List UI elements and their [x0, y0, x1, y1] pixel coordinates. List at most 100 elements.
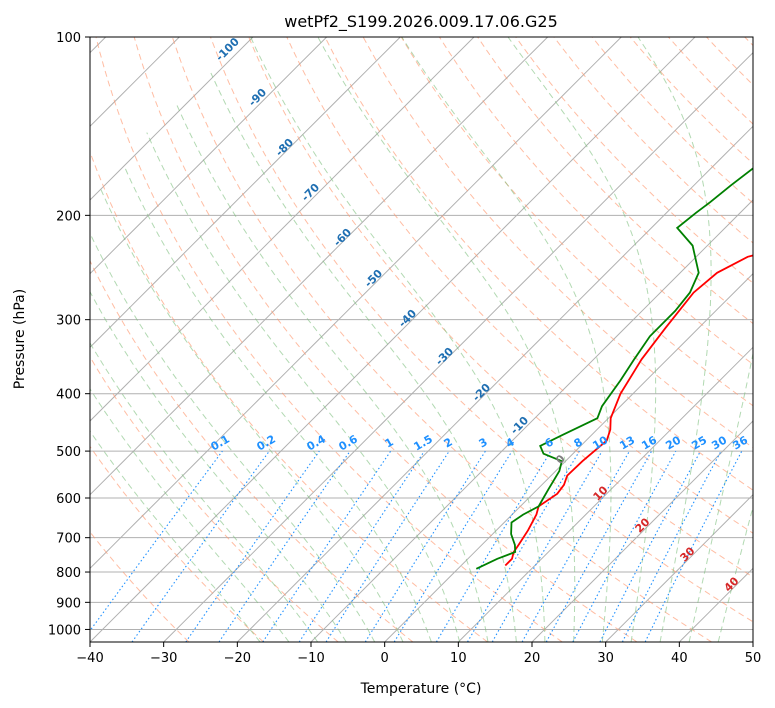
mixing-ratio-line	[393, 450, 513, 642]
isotherm-line	[310, 199, 753, 642]
mixing-ratio-line	[644, 450, 743, 642]
dry-adiabat-line	[706, 37, 753, 86]
dry-adiabat-line	[629, 37, 753, 165]
mixing-ratio-line	[131, 450, 270, 642]
x-tick-label: 0	[381, 651, 389, 666]
isotherm-line	[384, 272, 753, 642]
mixing-ratio-line	[218, 450, 351, 642]
dry-adiabat-line	[90, 445, 264, 642]
mixing-ratio-label: 3	[477, 435, 490, 450]
moist-adiabat-line	[99, 187, 404, 642]
y-tick-label: 500	[56, 445, 81, 460]
dry-adiabat-line	[591, 37, 753, 204]
moist-adiabat-line	[401, 37, 612, 642]
mixing-ratio-label: 8	[572, 435, 585, 450]
mixing-ratio-label: 13	[617, 434, 637, 453]
dry-adiabat-line	[90, 150, 488, 642]
isotherm-line	[90, 37, 328, 275]
x-axis-title: Temperature (°C)	[360, 681, 482, 697]
adiabat-label: -80	[273, 136, 296, 159]
mixing-ratio-label: 1.5	[412, 432, 435, 453]
moist-adiabat-line	[90, 387, 290, 642]
y-tick-label: 900	[56, 596, 81, 611]
mixing-ratio-label: 0.6	[337, 432, 361, 453]
dry-adiabat-line	[90, 531, 190, 642]
dry-adiabat-line	[515, 37, 753, 284]
y-axis-title: Pressure (hPa)	[12, 289, 28, 389]
dewpoint-profile-line	[475, 167, 753, 570]
y-tick-label: 300	[56, 314, 81, 329]
mixing-ratio-label: 16	[639, 433, 659, 452]
dry-adiabat-line	[744, 37, 753, 47]
x-tick-label: 50	[745, 651, 762, 666]
x-tick-label: 20	[524, 651, 541, 666]
mixing-ratio-line	[545, 450, 653, 642]
dry-adiabat-line	[362, 37, 753, 449]
mixing-ratio-label: 0.4	[305, 432, 329, 453]
dry-adiabat-line	[133, 37, 638, 642]
mixing-ratio-label: 1	[383, 435, 396, 450]
moist-adiabat-line	[176, 104, 489, 642]
mixing-ratio-line	[572, 450, 677, 642]
y-tick-label: 200	[56, 209, 81, 224]
moist-adiabat-line	[250, 37, 546, 642]
mixing-ratio-line	[262, 450, 392, 642]
chart-title: wetPf2_S199.2026.009.17.06.G25	[284, 12, 558, 32]
y-tick-label: 600	[56, 492, 81, 507]
moist-adiabat-line	[688, 351, 753, 642]
isotherm-line	[605, 493, 753, 642]
plot-frame	[89, 36, 754, 643]
mixing-ratio-line	[521, 450, 630, 642]
mixing-ratio-line	[364, 450, 486, 642]
mixing-ratio-line	[435, 450, 552, 642]
dry-adiabat-line	[477, 37, 753, 325]
adiabat-label: -10	[508, 414, 531, 437]
x-tick-label: 30	[597, 651, 614, 666]
adiabat-label: 40	[722, 574, 742, 594]
axes: −40 −30 −20 −10 0 10 20 30 40 5010020030040050060…	[48, 31, 761, 666]
y-tick-label: 1000	[48, 623, 81, 638]
isotherm-line	[90, 37, 622, 570]
isotherm-line	[90, 37, 696, 642]
adiabat-label: -60	[331, 226, 354, 249]
moist-adiabat-line	[90, 430, 261, 642]
moist-adiabat-line	[317, 37, 576, 642]
dry-adiabat-line	[95, 37, 563, 642]
moist-adiabat-line	[637, 37, 712, 642]
adiabat-label: 0	[553, 452, 568, 467]
adiabat-label: 10	[591, 483, 611, 503]
adiabat-label: 30	[678, 544, 698, 564]
adiabat-label: -30	[433, 345, 456, 368]
mixing-ratio-line	[325, 450, 450, 642]
moist-adiabat-line	[90, 290, 347, 642]
x-tick-label: −40	[76, 651, 103, 666]
y-tick-label: 100	[56, 31, 81, 46]
dry-adiabat-line	[210, 37, 753, 623]
mixing-ratio-line	[90, 450, 223, 632]
y-tick-label: 700	[56, 532, 81, 547]
isotherm-line	[752, 641, 753, 642]
mixing-ratio-label: 30	[709, 433, 729, 452]
y-tick-label: 400	[56, 388, 81, 403]
moist-adiabat-line	[123, 165, 432, 642]
x-tick-label: −10	[297, 651, 324, 666]
plot-area: -100-90-80-70-60-50-40-30-20-10010203040…	[90, 37, 753, 642]
mixing-ratio-line	[298, 450, 425, 642]
mixing-ratio-label: 6	[543, 435, 556, 450]
x-tick-label: −20	[224, 651, 251, 666]
isotherm-line	[236, 125, 753, 642]
moist-adiabat-line	[210, 72, 517, 642]
adiabat-label: -40	[396, 307, 419, 330]
isotherm-line	[90, 37, 254, 201]
isotherm-line	[90, 37, 475, 422]
dry-adiabat-line	[90, 355, 339, 642]
isotherm-line	[90, 37, 549, 496]
dry-adiabat-line	[171, 37, 712, 642]
temperature-profile-line	[504, 254, 753, 567]
mixing-ratio-label: 25	[689, 434, 709, 453]
moist-adiabat-line	[717, 505, 753, 642]
dry-adiabat-line	[248, 37, 753, 578]
dry-adiabat-line	[400, 37, 753, 407]
mixing-ratio-label: 0.1	[209, 432, 232, 453]
